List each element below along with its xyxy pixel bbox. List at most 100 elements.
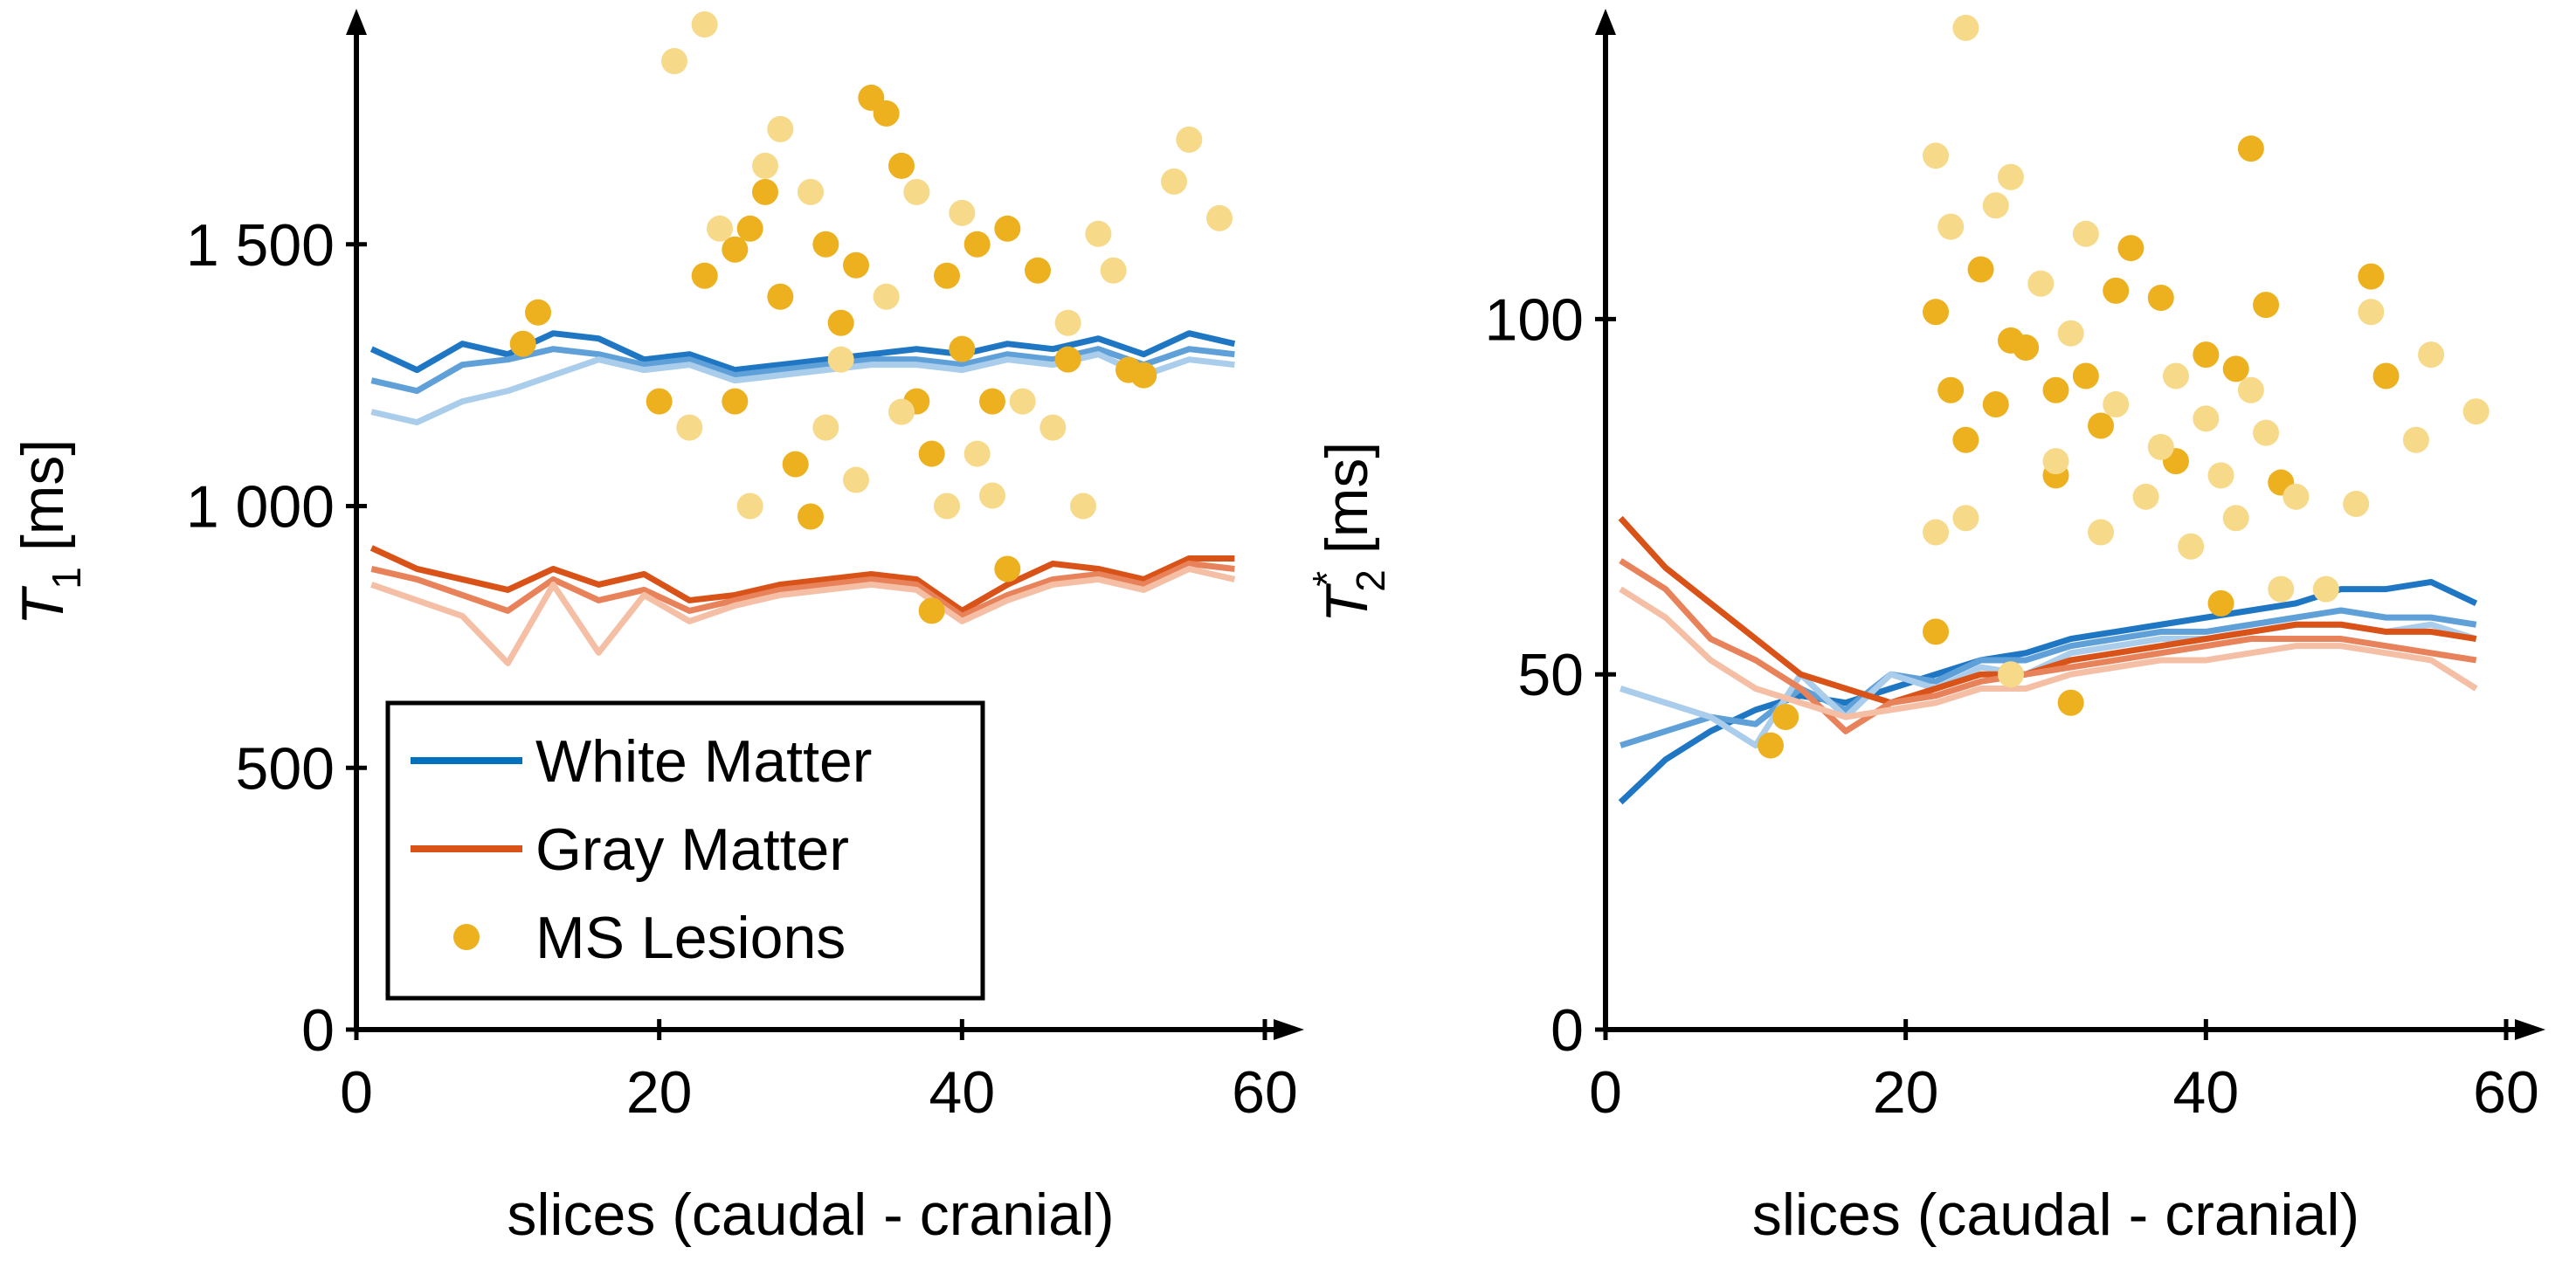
lesion-point <box>827 346 854 373</box>
lesion-point <box>767 283 794 310</box>
lesion-point <box>1923 519 1950 546</box>
lesion-point <box>707 215 733 242</box>
legend-label: White Matter <box>535 728 872 795</box>
lesion-point <box>782 451 809 478</box>
x-tick-label: 0 <box>1589 1059 1622 1126</box>
lesion-point <box>1923 299 1950 326</box>
lesion-point <box>2193 405 2220 432</box>
lesion-point <box>2193 341 2220 369</box>
lesion-point <box>752 152 778 179</box>
lesion-point <box>949 335 976 362</box>
lesion-point <box>767 115 794 142</box>
data-line <box>370 346 1235 395</box>
y-label-unit: [ms] <box>10 439 76 551</box>
lesion-point <box>903 178 930 205</box>
x-tick-label: 40 <box>2173 1059 2240 1126</box>
lesion-point <box>963 231 991 258</box>
lesion-point <box>676 414 703 441</box>
y-tick-label: 500 <box>236 735 335 802</box>
lesion-point <box>979 482 1005 509</box>
y-tick-label: 0 <box>301 997 335 1064</box>
data-line <box>370 560 1235 619</box>
y-axis-label: T*2 [ms] <box>1304 442 1393 623</box>
lesion-point <box>798 178 824 205</box>
data-line <box>1618 578 2478 805</box>
lesion-point <box>1923 142 1950 169</box>
lesion-point <box>1952 426 1979 453</box>
x-tick-label: 60 <box>1232 1059 1298 1126</box>
lesion-point <box>873 283 900 310</box>
lesion-point <box>812 414 839 441</box>
lesion-point <box>2372 362 2400 389</box>
lesion-point <box>2402 426 2429 453</box>
data-line <box>370 565 1236 666</box>
lesion-point <box>843 466 869 493</box>
lesion-point <box>963 440 991 467</box>
lesion-point <box>1772 704 1799 731</box>
lesion-point <box>2147 433 2174 460</box>
lesion-point <box>1967 256 1994 283</box>
y-label-symbol: T <box>10 585 76 625</box>
lesion-point <box>2147 285 2174 312</box>
lesion-point <box>2222 505 2249 532</box>
y-tick-label: 1 500 <box>186 212 335 279</box>
y-label-unit: [ms] <box>1314 442 1380 554</box>
x-tick-label: 0 <box>340 1059 373 1126</box>
lesion-point <box>1982 391 2009 418</box>
lesion-point <box>2462 398 2490 425</box>
lesion-point <box>2222 355 2249 382</box>
lesion-point <box>1025 257 1051 284</box>
lesion-point <box>934 493 960 520</box>
lesion-point <box>2013 334 2040 361</box>
lesion-point <box>2207 589 2234 617</box>
lesion-point <box>2088 412 2115 439</box>
lesion-point <box>2042 448 2069 475</box>
lesion-point <box>1161 168 1187 195</box>
y-label-subscript: 1 <box>44 567 89 589</box>
legend-label: MS Lesions <box>535 905 846 971</box>
lesion-point <box>1130 362 1157 389</box>
lesion-point <box>691 262 718 289</box>
data-line <box>1618 515 2477 706</box>
lesion-point <box>2358 299 2385 326</box>
data-line <box>369 545 1235 614</box>
y-tick-label: 0 <box>1550 997 1584 1064</box>
lesion-point <box>1937 376 1965 403</box>
data-line <box>370 351 1235 426</box>
lesion-point <box>2282 483 2310 510</box>
lesion-point <box>798 503 824 530</box>
lesion-point <box>843 252 869 279</box>
lesion-point <box>752 178 778 205</box>
lesion-point <box>1923 618 1950 645</box>
lesion-point <box>1085 220 1112 247</box>
lesion-point <box>2042 376 2069 403</box>
lesion-point <box>1009 388 1036 415</box>
lesion-point <box>646 388 673 415</box>
x-tick-label: 20 <box>1873 1059 1939 1126</box>
lesion-point <box>2027 270 2055 297</box>
lesion-point <box>525 299 551 326</box>
lesion-point <box>2117 235 2144 262</box>
lesion-point <box>1758 732 1785 759</box>
lesion-point <box>918 440 945 467</box>
lesion-point <box>888 398 915 425</box>
lesion-point <box>2312 575 2339 603</box>
lesion-point <box>722 236 749 263</box>
lesion-point <box>2253 292 2280 319</box>
x-axis-arrow <box>2515 1019 2545 1040</box>
legend-marker <box>453 924 480 950</box>
lesion-point <box>1997 163 2024 190</box>
lesion-point <box>1070 493 1096 520</box>
x-axis-arrow <box>1274 1019 1304 1040</box>
lesion-point <box>2268 575 2295 603</box>
lesion-point <box>934 262 960 289</box>
x-axis-label: slices (caudal - cranial) <box>1752 1182 2359 1248</box>
lesion-point <box>509 330 536 357</box>
lesion-point <box>2237 135 2264 162</box>
lesion-point <box>994 555 1021 582</box>
lesion-point <box>1937 213 1965 240</box>
subplot: 0 500 1 000 1 500 0 20 40 60 slices (caudal - cr… <box>10 9 1304 1248</box>
x-tick-label: 60 <box>2473 1059 2539 1126</box>
